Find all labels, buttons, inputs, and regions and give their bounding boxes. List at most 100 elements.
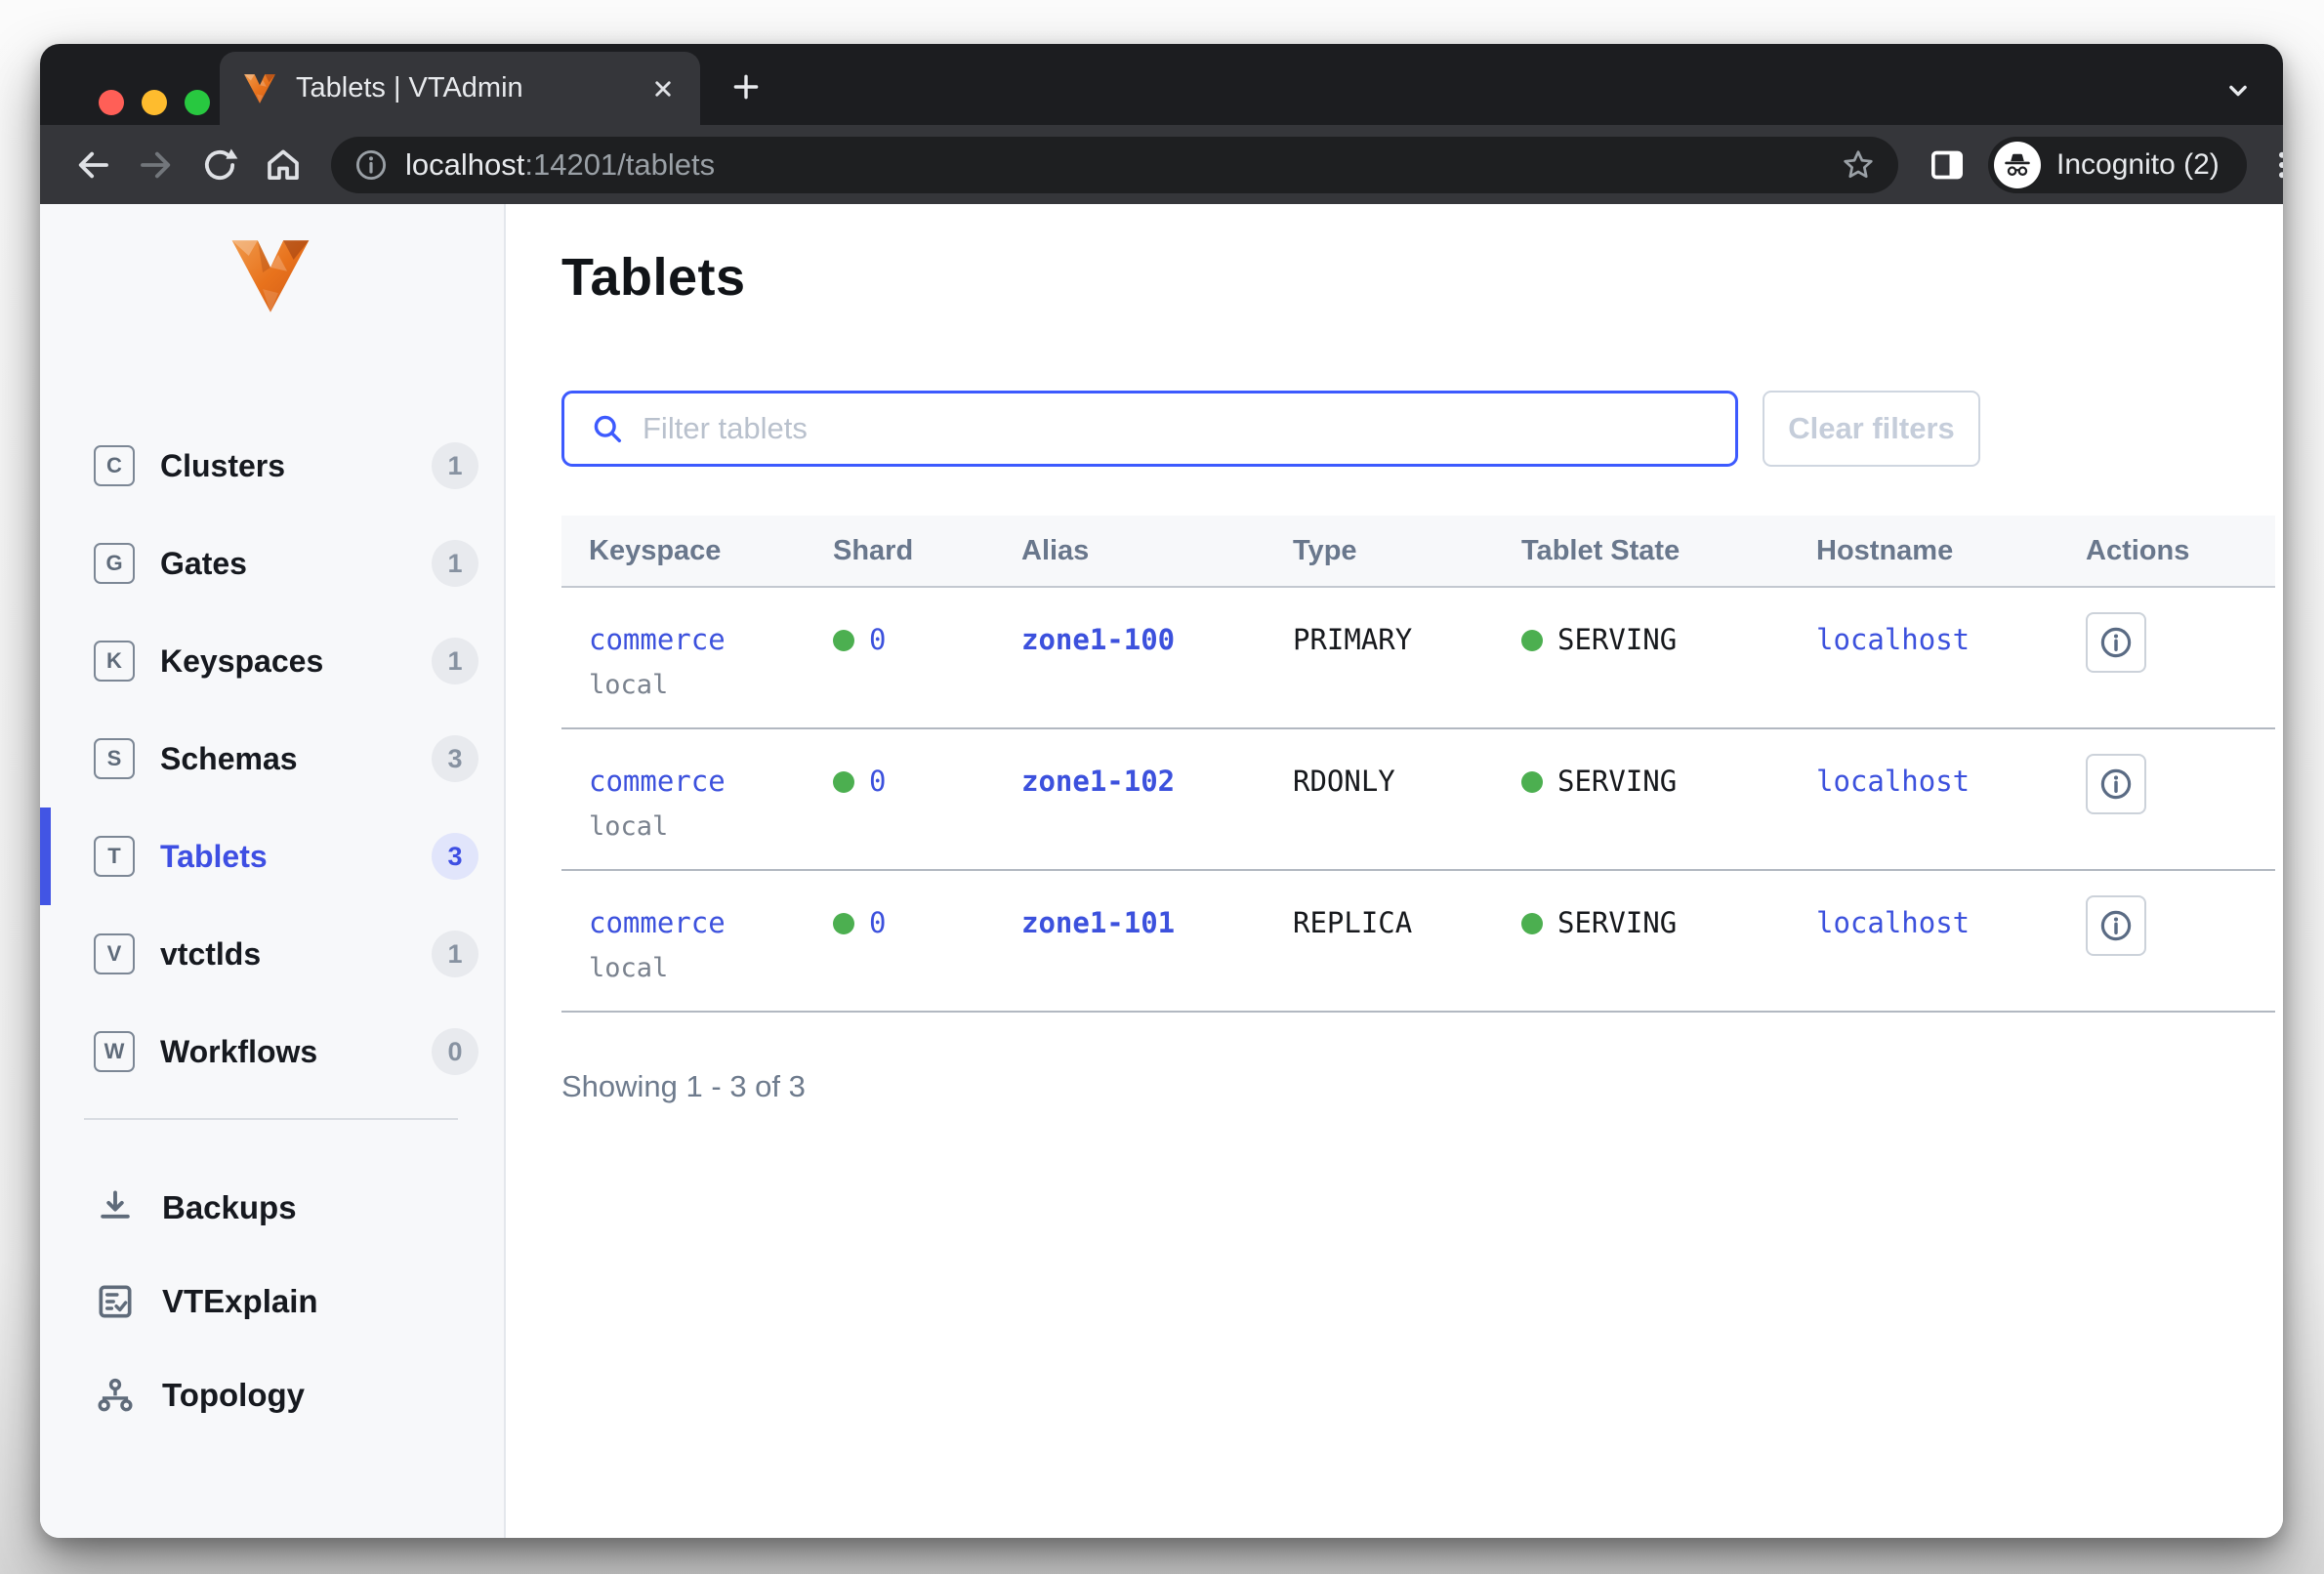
cluster-name: local bbox=[589, 811, 669, 842]
utility-label: Topology bbox=[162, 1377, 306, 1413]
sidebar-item-backups[interactable]: Backups bbox=[40, 1161, 504, 1255]
state-text: SERVING bbox=[1557, 906, 1678, 939]
serving-dot bbox=[1521, 771, 1543, 793]
table-row: commerce local 0 zone1-101 REPLICA bbox=[561, 871, 2275, 1013]
tab-close-icon[interactable] bbox=[643, 69, 683, 108]
tab-title: Tablets | VTAdmin bbox=[296, 72, 523, 104]
window-close-button[interactable] bbox=[99, 90, 124, 115]
window-zoom-button[interactable] bbox=[185, 90, 210, 115]
sidebar-nav-item[interactable]: T Tablets 3 bbox=[40, 808, 504, 905]
sidebar-item-topology[interactable]: Topology bbox=[40, 1348, 504, 1442]
sidebar-nav-item[interactable]: S Schemas 3 bbox=[40, 710, 504, 808]
filter-box bbox=[561, 391, 1738, 467]
type-cell: RDONLY bbox=[1293, 765, 1395, 798]
column-header: Tablet State bbox=[1521, 534, 1681, 566]
window-minimize-button[interactable] bbox=[142, 90, 167, 115]
filter-row: Clear filters bbox=[561, 391, 2283, 467]
hostname-link[interactable]: localhost bbox=[1816, 623, 1971, 656]
alias-link[interactable]: zone1-102 bbox=[1021, 765, 1176, 798]
sidebar-nav-item[interactable]: V vtctlds 1 bbox=[40, 905, 504, 1003]
nav-letter: W bbox=[104, 1039, 125, 1063]
count-badge: 0 bbox=[432, 1028, 478, 1075]
serving-dot bbox=[1521, 630, 1543, 651]
back-icon[interactable] bbox=[69, 142, 116, 188]
forward-icon[interactable] bbox=[133, 142, 180, 188]
hostname-link[interactable]: localhost bbox=[1816, 765, 1971, 798]
keyspace-link[interactable]: commerce bbox=[589, 623, 726, 656]
url-bar[interactable]: localhost:14201/tablets bbox=[331, 136, 1898, 193]
nav-letter-icon: G bbox=[94, 543, 135, 584]
incognito-icon bbox=[1994, 141, 2041, 188]
nav-letter-icon: V bbox=[94, 933, 135, 974]
shard-health-dot bbox=[833, 771, 854, 793]
clear-filters-button[interactable]: Clear filters bbox=[1763, 391, 1980, 467]
alias-cell: zone1-102 bbox=[994, 729, 1266, 798]
keyspace-cell: commerce local bbox=[561, 729, 806, 842]
keyspace-cell: commerce local bbox=[561, 588, 806, 700]
column-header: Alias bbox=[1021, 534, 1090, 566]
shard-cell: 0 bbox=[806, 588, 994, 656]
vitess-logo bbox=[231, 240, 310, 312]
alias-cell: zone1-101 bbox=[994, 871, 1266, 939]
home-icon[interactable] bbox=[260, 142, 307, 188]
nav-label: Clusters bbox=[160, 447, 286, 483]
column-header: Type bbox=[1293, 534, 1357, 566]
hostname-link[interactable]: localhost bbox=[1816, 906, 1971, 939]
nav-letter: G bbox=[105, 551, 123, 575]
hostname-cell: localhost bbox=[1789, 871, 2058, 939]
row-info-button[interactable] bbox=[2086, 754, 2146, 814]
shard-link[interactable]: 0 bbox=[869, 906, 887, 939]
main-panel: Tablets Clear filters Keyspace bbox=[506, 204, 2283, 1538]
side-panel-icon[interactable] bbox=[1922, 140, 1972, 190]
column-header: Hostname bbox=[1816, 534, 1954, 566]
sidebar-nav-item[interactable]: K Keyspaces 1 bbox=[40, 612, 504, 710]
browser-window: Tablets | VTAdmin bbox=[40, 44, 2283, 1538]
shard-health-dot bbox=[833, 630, 854, 651]
incognito-badge[interactable]: Incognito (2) bbox=[1988, 136, 2247, 193]
nav-label: Schemas bbox=[160, 740, 298, 776]
keyspace-link[interactable]: commerce bbox=[589, 906, 726, 939]
sidebar: C Clusters 1 G Gates 1 K Keyspaces 1 bbox=[40, 204, 506, 1538]
alias-cell: zone1-100 bbox=[994, 588, 1266, 656]
sidebar-item-vtexplain[interactable]: VTExplain bbox=[40, 1255, 504, 1348]
results-count: Showing 1 - 3 of 3 bbox=[561, 1069, 806, 1103]
state-text: SERVING bbox=[1557, 765, 1678, 798]
shard-link[interactable]: 0 bbox=[869, 765, 887, 798]
tab-search-chevron-icon[interactable] bbox=[2217, 69, 2260, 112]
bookmark-star-icon[interactable] bbox=[1836, 143, 1881, 187]
site-info-icon[interactable] bbox=[353, 146, 390, 184]
shard-cell: 0 bbox=[806, 729, 994, 798]
sidebar-nav-item[interactable]: W Workflows 0 bbox=[40, 1003, 504, 1100]
count-badge: 1 bbox=[432, 540, 478, 587]
nav-letter: C bbox=[106, 453, 122, 477]
browser-tab[interactable]: Tablets | VTAdmin bbox=[220, 52, 700, 125]
alias-link[interactable]: zone1-100 bbox=[1021, 623, 1176, 656]
nav-letter: S bbox=[106, 746, 122, 770]
new-tab-button[interactable] bbox=[724, 64, 768, 109]
state-cell: SERVING bbox=[1494, 729, 1789, 798]
count-badge: 3 bbox=[432, 735, 478, 782]
table-body: commerce local 0 zone1-100 PRIMARY bbox=[561, 588, 2275, 1013]
reload-icon[interactable] bbox=[196, 142, 243, 188]
browser-menu-kebab-icon[interactable] bbox=[2259, 142, 2283, 188]
actions-cell bbox=[2058, 871, 2275, 956]
page-content: C Clusters 1 G Gates 1 K Keyspaces 1 bbox=[40, 204, 2283, 1538]
tablets-table: Keyspace Shard Alias Type Tablet State H… bbox=[561, 516, 2275, 1013]
url-host: localhost bbox=[405, 146, 525, 182]
vitess-favicon-icon bbox=[244, 73, 275, 104]
browser-toolbar: localhost:14201/tablets bbox=[40, 125, 2283, 204]
row-info-button[interactable] bbox=[2086, 895, 2146, 956]
count-badge: 1 bbox=[432, 442, 478, 489]
row-info-button[interactable] bbox=[2086, 612, 2146, 673]
sidebar-nav-item[interactable]: G Gates 1 bbox=[40, 515, 504, 612]
filter-tablets-input[interactable] bbox=[643, 411, 1716, 446]
keyspace-link[interactable]: commerce bbox=[589, 765, 726, 798]
cluster-name: local bbox=[589, 953, 669, 983]
alias-link[interactable]: zone1-101 bbox=[1021, 906, 1176, 939]
nav-letter: K bbox=[106, 648, 122, 673]
serving-dot bbox=[1521, 913, 1543, 934]
type-cell: REPLICA bbox=[1293, 906, 1413, 939]
shard-link[interactable]: 0 bbox=[869, 623, 887, 656]
cluster-name: local bbox=[589, 670, 669, 700]
sidebar-nav-item[interactable]: C Clusters 1 bbox=[40, 417, 504, 515]
